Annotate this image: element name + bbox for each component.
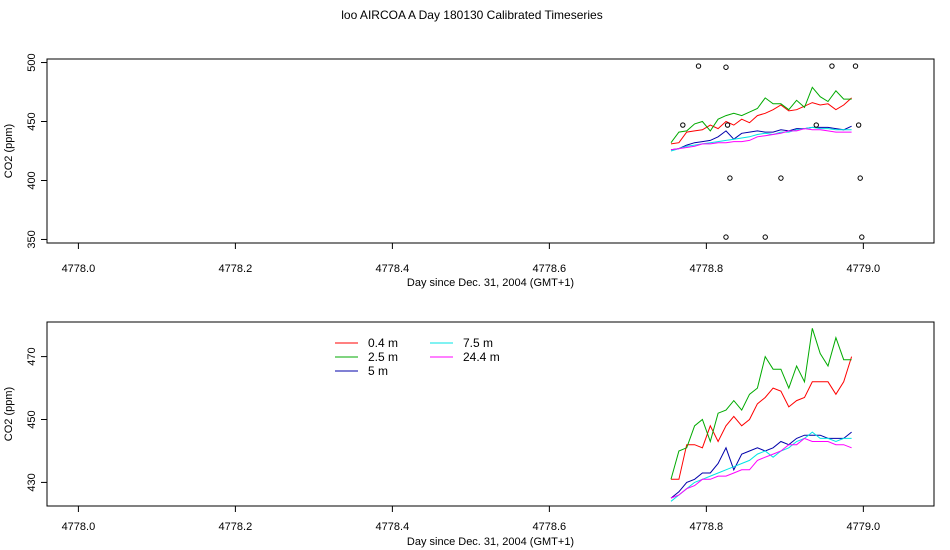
series-line-5-m bbox=[670, 431, 852, 499]
legend-label: 5 m bbox=[368, 364, 388, 378]
x-tick-label: 4778.0 bbox=[62, 263, 96, 275]
data-point bbox=[829, 63, 835, 69]
data-point bbox=[852, 63, 859, 69]
data-point bbox=[724, 122, 731, 128]
y-tick-label: 500 bbox=[26, 53, 38, 71]
x-tick-label: 4778.6 bbox=[533, 521, 567, 533]
legend-label: 2.5 m bbox=[368, 350, 398, 364]
x-tick-label: 4779.0 bbox=[847, 263, 881, 275]
y-axis-label: CO2 (ppm) bbox=[3, 124, 15, 178]
series-line-2-5-m bbox=[670, 86, 852, 143]
x-tick-label: 4778.4 bbox=[376, 521, 410, 533]
x-tick-label: 4778.0 bbox=[62, 521, 96, 533]
series-line-5-m bbox=[670, 125, 852, 151]
series-line-7-5-m bbox=[670, 431, 852, 502]
y-tick-label: 350 bbox=[26, 230, 38, 248]
x-tick-label: 4778.2 bbox=[219, 521, 253, 533]
legend-label: 7.5 m bbox=[463, 336, 493, 350]
plot-frame bbox=[46, 58, 935, 244]
chart-title: loo AIRCOA A Day 180130 Calibrated Times… bbox=[341, 8, 602, 22]
x-tick-label: 4778.6 bbox=[533, 263, 567, 275]
data-point bbox=[695, 63, 702, 69]
data-point bbox=[855, 122, 862, 128]
top-panel: 4778.0 4778.2 4778.4 4778.6 4778.8 4779.0 350 4… bbox=[3, 53, 935, 289]
x-tick-label: 4778.2 bbox=[219, 263, 253, 275]
series-line-0-4-m bbox=[670, 97, 852, 145]
data-point bbox=[762, 234, 768, 240]
bottom-panel: 4778.0 4778.2 4778.4 4778.6 4778.8 4779.0 430 4… bbox=[3, 321, 935, 548]
legend-label: 0.4 m bbox=[368, 336, 398, 350]
series-line-7-5-m bbox=[670, 126, 852, 152]
data-point bbox=[857, 175, 863, 181]
x-tick-label: 4779.0 bbox=[847, 521, 881, 533]
series-line-24-4-m bbox=[670, 437, 852, 499]
series-line-0-4-m bbox=[671, 356, 853, 480]
x-tick-label: 4778.4 bbox=[376, 263, 410, 275]
x-axis-label: Day since Dec. 31, 2004 (GMT+1) bbox=[407, 277, 574, 289]
series-line-2-5-m bbox=[670, 328, 852, 480]
data-point bbox=[680, 122, 686, 128]
x-tick-label: 4778.8 bbox=[690, 263, 724, 275]
data-point bbox=[723, 64, 729, 70]
y-tick-label: 450 bbox=[26, 112, 38, 130]
series-line-24-4-m bbox=[670, 128, 852, 151]
y-tick-label: 430 bbox=[26, 473, 38, 491]
plot-frame bbox=[46, 321, 935, 507]
x-tick-label: 4778.8 bbox=[690, 521, 724, 533]
y-axis-label: CO2 (ppm) bbox=[3, 387, 15, 441]
data-point bbox=[813, 122, 819, 128]
data-point bbox=[723, 234, 729, 240]
data-point bbox=[859, 234, 865, 240]
y-tick-label: 470 bbox=[26, 347, 38, 365]
legend-label: 24.4 m bbox=[463, 350, 500, 364]
data-point bbox=[727, 175, 733, 181]
x-axis-label: Day since Dec. 31, 2004 (GMT+1) bbox=[407, 536, 574, 548]
y-tick-label: 400 bbox=[26, 171, 38, 189]
data-point bbox=[778, 175, 784, 181]
y-tick-label: 450 bbox=[26, 410, 38, 428]
